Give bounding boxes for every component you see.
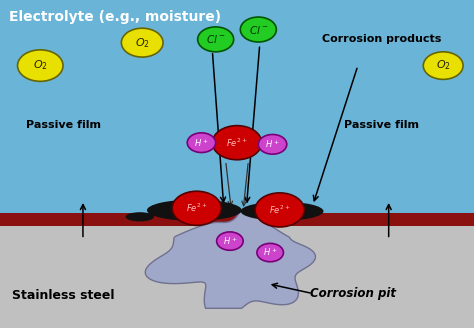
Text: $H^+$: $H^+$ bbox=[223, 235, 237, 247]
Circle shape bbox=[423, 52, 463, 79]
Text: Corrosion pit: Corrosion pit bbox=[310, 287, 396, 300]
Circle shape bbox=[18, 50, 63, 81]
Text: $Cl^-$: $Cl^-$ bbox=[206, 33, 226, 45]
Circle shape bbox=[198, 27, 234, 52]
Circle shape bbox=[217, 232, 243, 250]
Text: $H^+$: $H^+$ bbox=[194, 137, 209, 149]
Text: Passive film: Passive film bbox=[26, 120, 101, 130]
Circle shape bbox=[121, 28, 163, 57]
Bar bbox=[0, 213, 474, 226]
Circle shape bbox=[257, 243, 283, 262]
Text: $Cl^-$: $Cl^-$ bbox=[248, 24, 268, 35]
Circle shape bbox=[172, 191, 221, 225]
Text: $O_2$: $O_2$ bbox=[135, 36, 150, 50]
Text: $O_2$: $O_2$ bbox=[33, 59, 48, 72]
Text: $O_2$: $O_2$ bbox=[436, 59, 451, 72]
Text: $Fe^{2+}$: $Fe^{2+}$ bbox=[226, 136, 248, 149]
Ellipse shape bbox=[147, 199, 242, 221]
Bar bbox=[0, 220, 474, 328]
Ellipse shape bbox=[240, 202, 323, 221]
Polygon shape bbox=[146, 212, 316, 308]
Text: $H^+$: $H^+$ bbox=[263, 247, 277, 258]
Text: $H^+$: $H^+$ bbox=[265, 138, 280, 150]
Circle shape bbox=[187, 133, 216, 153]
Circle shape bbox=[240, 17, 276, 42]
Ellipse shape bbox=[126, 212, 154, 221]
Text: Corrosion products: Corrosion products bbox=[322, 34, 442, 44]
Text: $Fe^{2+}$: $Fe^{2+}$ bbox=[186, 202, 208, 215]
Text: Electrolyte (e.g., moisture): Electrolyte (e.g., moisture) bbox=[9, 10, 222, 24]
Circle shape bbox=[212, 126, 262, 160]
Circle shape bbox=[258, 134, 287, 154]
Circle shape bbox=[255, 193, 304, 227]
Text: Stainless steel: Stainless steel bbox=[12, 289, 114, 302]
Text: Passive film: Passive film bbox=[344, 120, 419, 130]
Text: $Fe^{2+}$: $Fe^{2+}$ bbox=[269, 204, 291, 216]
